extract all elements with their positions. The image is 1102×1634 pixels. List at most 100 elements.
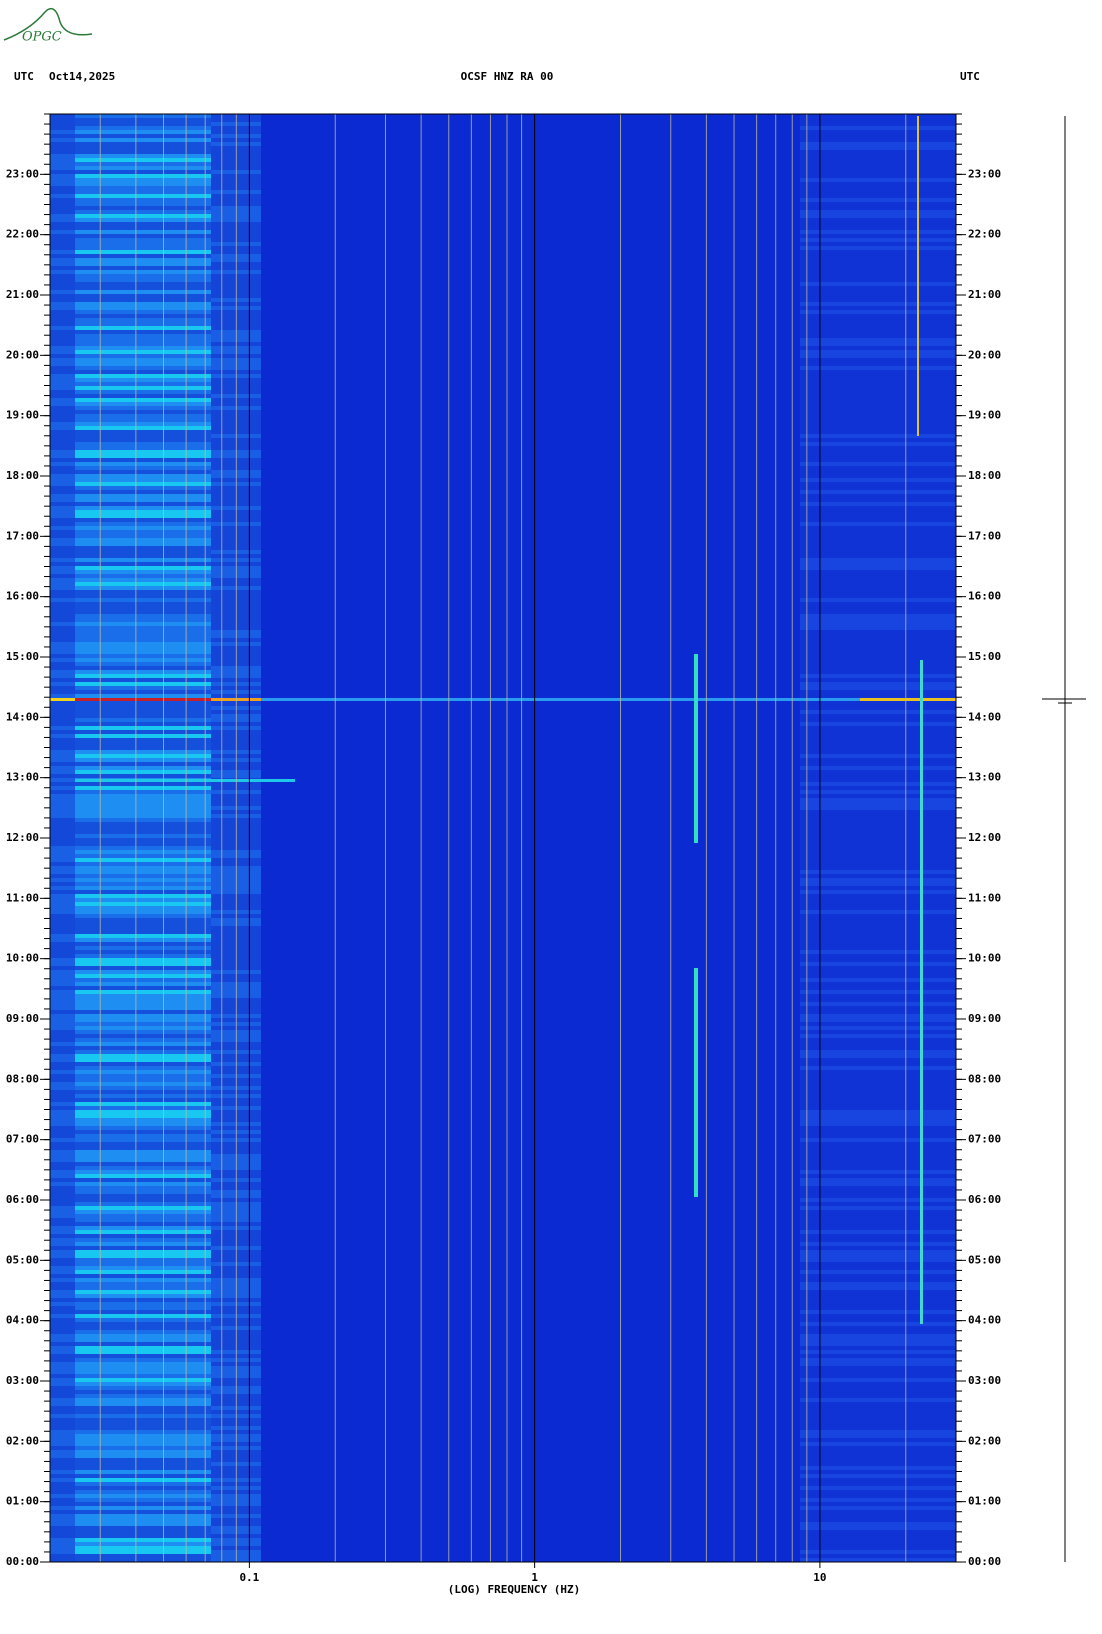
band-low [75, 1034, 211, 1038]
band-low [75, 1094, 211, 1098]
y-tick-label-right: 03:00 [968, 1374, 1001, 1387]
band-edge [50, 530, 75, 534]
band-high [800, 1042, 956, 1046]
band-low [75, 1558, 211, 1562]
band-low [75, 734, 211, 738]
band-high [800, 770, 956, 774]
band-edge [50, 474, 75, 478]
band-high [800, 1394, 956, 1398]
band-high [800, 922, 956, 926]
band-edge [50, 1374, 75, 1378]
band-edge [50, 914, 75, 918]
band-edge [50, 1134, 75, 1138]
band-high [800, 1134, 956, 1138]
band-low [75, 1390, 211, 1394]
band-edge [50, 878, 75, 882]
band-high [800, 966, 956, 970]
band-high [800, 1146, 956, 1150]
band-low [75, 1346, 211, 1350]
band-high [800, 366, 956, 370]
band-edge [50, 858, 75, 862]
band-edge [50, 118, 75, 122]
band-edge [50, 574, 75, 578]
band-edge [50, 338, 75, 342]
band-low [75, 922, 211, 926]
band-high [800, 1530, 956, 1534]
band-low [75, 198, 211, 202]
band-edge [50, 902, 75, 906]
band-high [800, 1034, 956, 1038]
band-edge [50, 682, 75, 686]
band-edge [50, 1430, 75, 1434]
band-high [800, 782, 956, 786]
band-edge [50, 1238, 75, 1242]
band-edge [50, 178, 75, 182]
band-edge [50, 1194, 75, 1198]
band-low [75, 514, 211, 518]
band-high [800, 1526, 956, 1530]
band-edge [50, 1282, 75, 1286]
band-high [800, 598, 956, 602]
band-high [800, 714, 956, 718]
band-high [800, 1074, 956, 1078]
band-high [800, 1138, 956, 1142]
band-high [800, 638, 956, 642]
y-tick-label: 12:00 [6, 831, 39, 844]
band-low [75, 1022, 211, 1026]
band-high [800, 482, 956, 486]
band-edge [50, 1126, 75, 1130]
band-low [75, 466, 211, 470]
band-low [75, 218, 211, 222]
band-edge [50, 126, 75, 130]
band-edge [50, 614, 75, 618]
y-tick-label-right: 07:00 [968, 1133, 1001, 1146]
band-high [800, 1446, 956, 1450]
band-high [800, 702, 956, 706]
band-low [75, 1254, 211, 1258]
band-low [75, 242, 211, 246]
band-edge [50, 1514, 75, 1518]
band-high [800, 294, 956, 298]
band-low [75, 410, 211, 414]
band-edge [50, 662, 75, 666]
band-edge [50, 1006, 75, 1010]
band-low [75, 594, 211, 598]
band-high [800, 494, 956, 498]
band-low [75, 114, 211, 118]
band-low [75, 930, 211, 934]
band-high [800, 562, 956, 566]
band-low [75, 1494, 211, 1498]
band-high [800, 690, 956, 694]
band-high [800, 1478, 956, 1482]
band-edge [50, 1106, 75, 1110]
band-high [800, 870, 956, 874]
band-edge [50, 1034, 75, 1038]
band-low [75, 1406, 211, 1410]
band-high [800, 374, 956, 378]
band-edge [50, 1190, 75, 1194]
band-low [75, 306, 211, 310]
band-high [800, 490, 956, 494]
band-low [75, 1050, 211, 1054]
band-low [75, 318, 211, 322]
band-edge [50, 934, 75, 938]
band-high [800, 394, 956, 398]
band-low [75, 1498, 211, 1502]
band-edge [50, 918, 75, 922]
band-high [800, 874, 956, 878]
band-low [75, 314, 211, 318]
band-edge [50, 1274, 75, 1278]
band-low [75, 806, 211, 810]
band-low [75, 614, 211, 618]
band-low [75, 1274, 211, 1278]
band-high [800, 606, 956, 610]
band-edge [50, 978, 75, 982]
band-high [800, 1270, 956, 1274]
band-high [800, 1450, 956, 1454]
band-edge [50, 834, 75, 838]
band-low [75, 934, 211, 938]
band-edge [50, 114, 75, 118]
band-edge [50, 1462, 75, 1466]
band-high [800, 1418, 956, 1422]
band-high [800, 474, 956, 478]
